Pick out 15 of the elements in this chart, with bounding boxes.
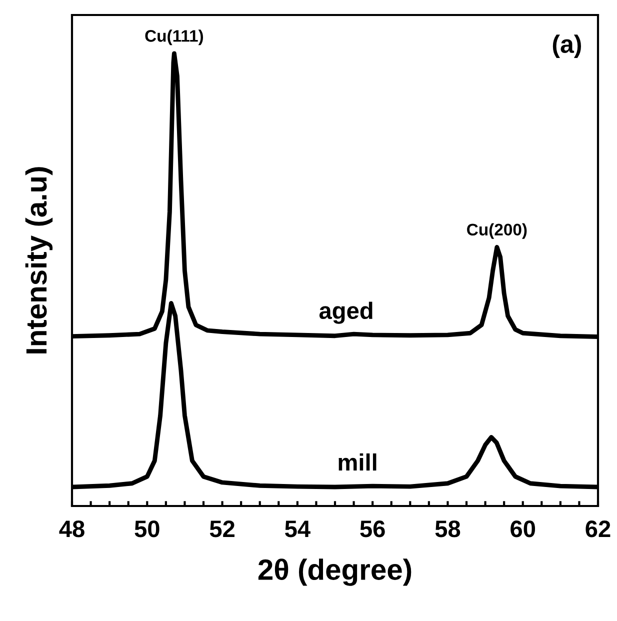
x-tick-label: 52 — [210, 520, 234, 538]
x-tick-label: 48 — [59, 520, 84, 538]
annotation: (a) — [552, 34, 581, 58]
x-tick-label: 62 — [586, 520, 610, 538]
x-tick-label: 56 — [360, 520, 385, 538]
annotation: Cu(111) — [145, 30, 204, 46]
series-label: mill — [338, 453, 376, 471]
series-label: aged — [319, 302, 372, 324]
x-axis-title: 2θ (degree) — [258, 558, 412, 586]
annotation: Cu(200) — [467, 223, 527, 239]
x-tick-label: 50 — [134, 520, 160, 538]
y-axis-title: Intensity (a.u) — [25, 167, 53, 354]
x-tick-label: 54 — [285, 520, 310, 538]
x-tick-label: 58 — [435, 520, 460, 538]
x-tick-label: 60 — [510, 520, 536, 538]
